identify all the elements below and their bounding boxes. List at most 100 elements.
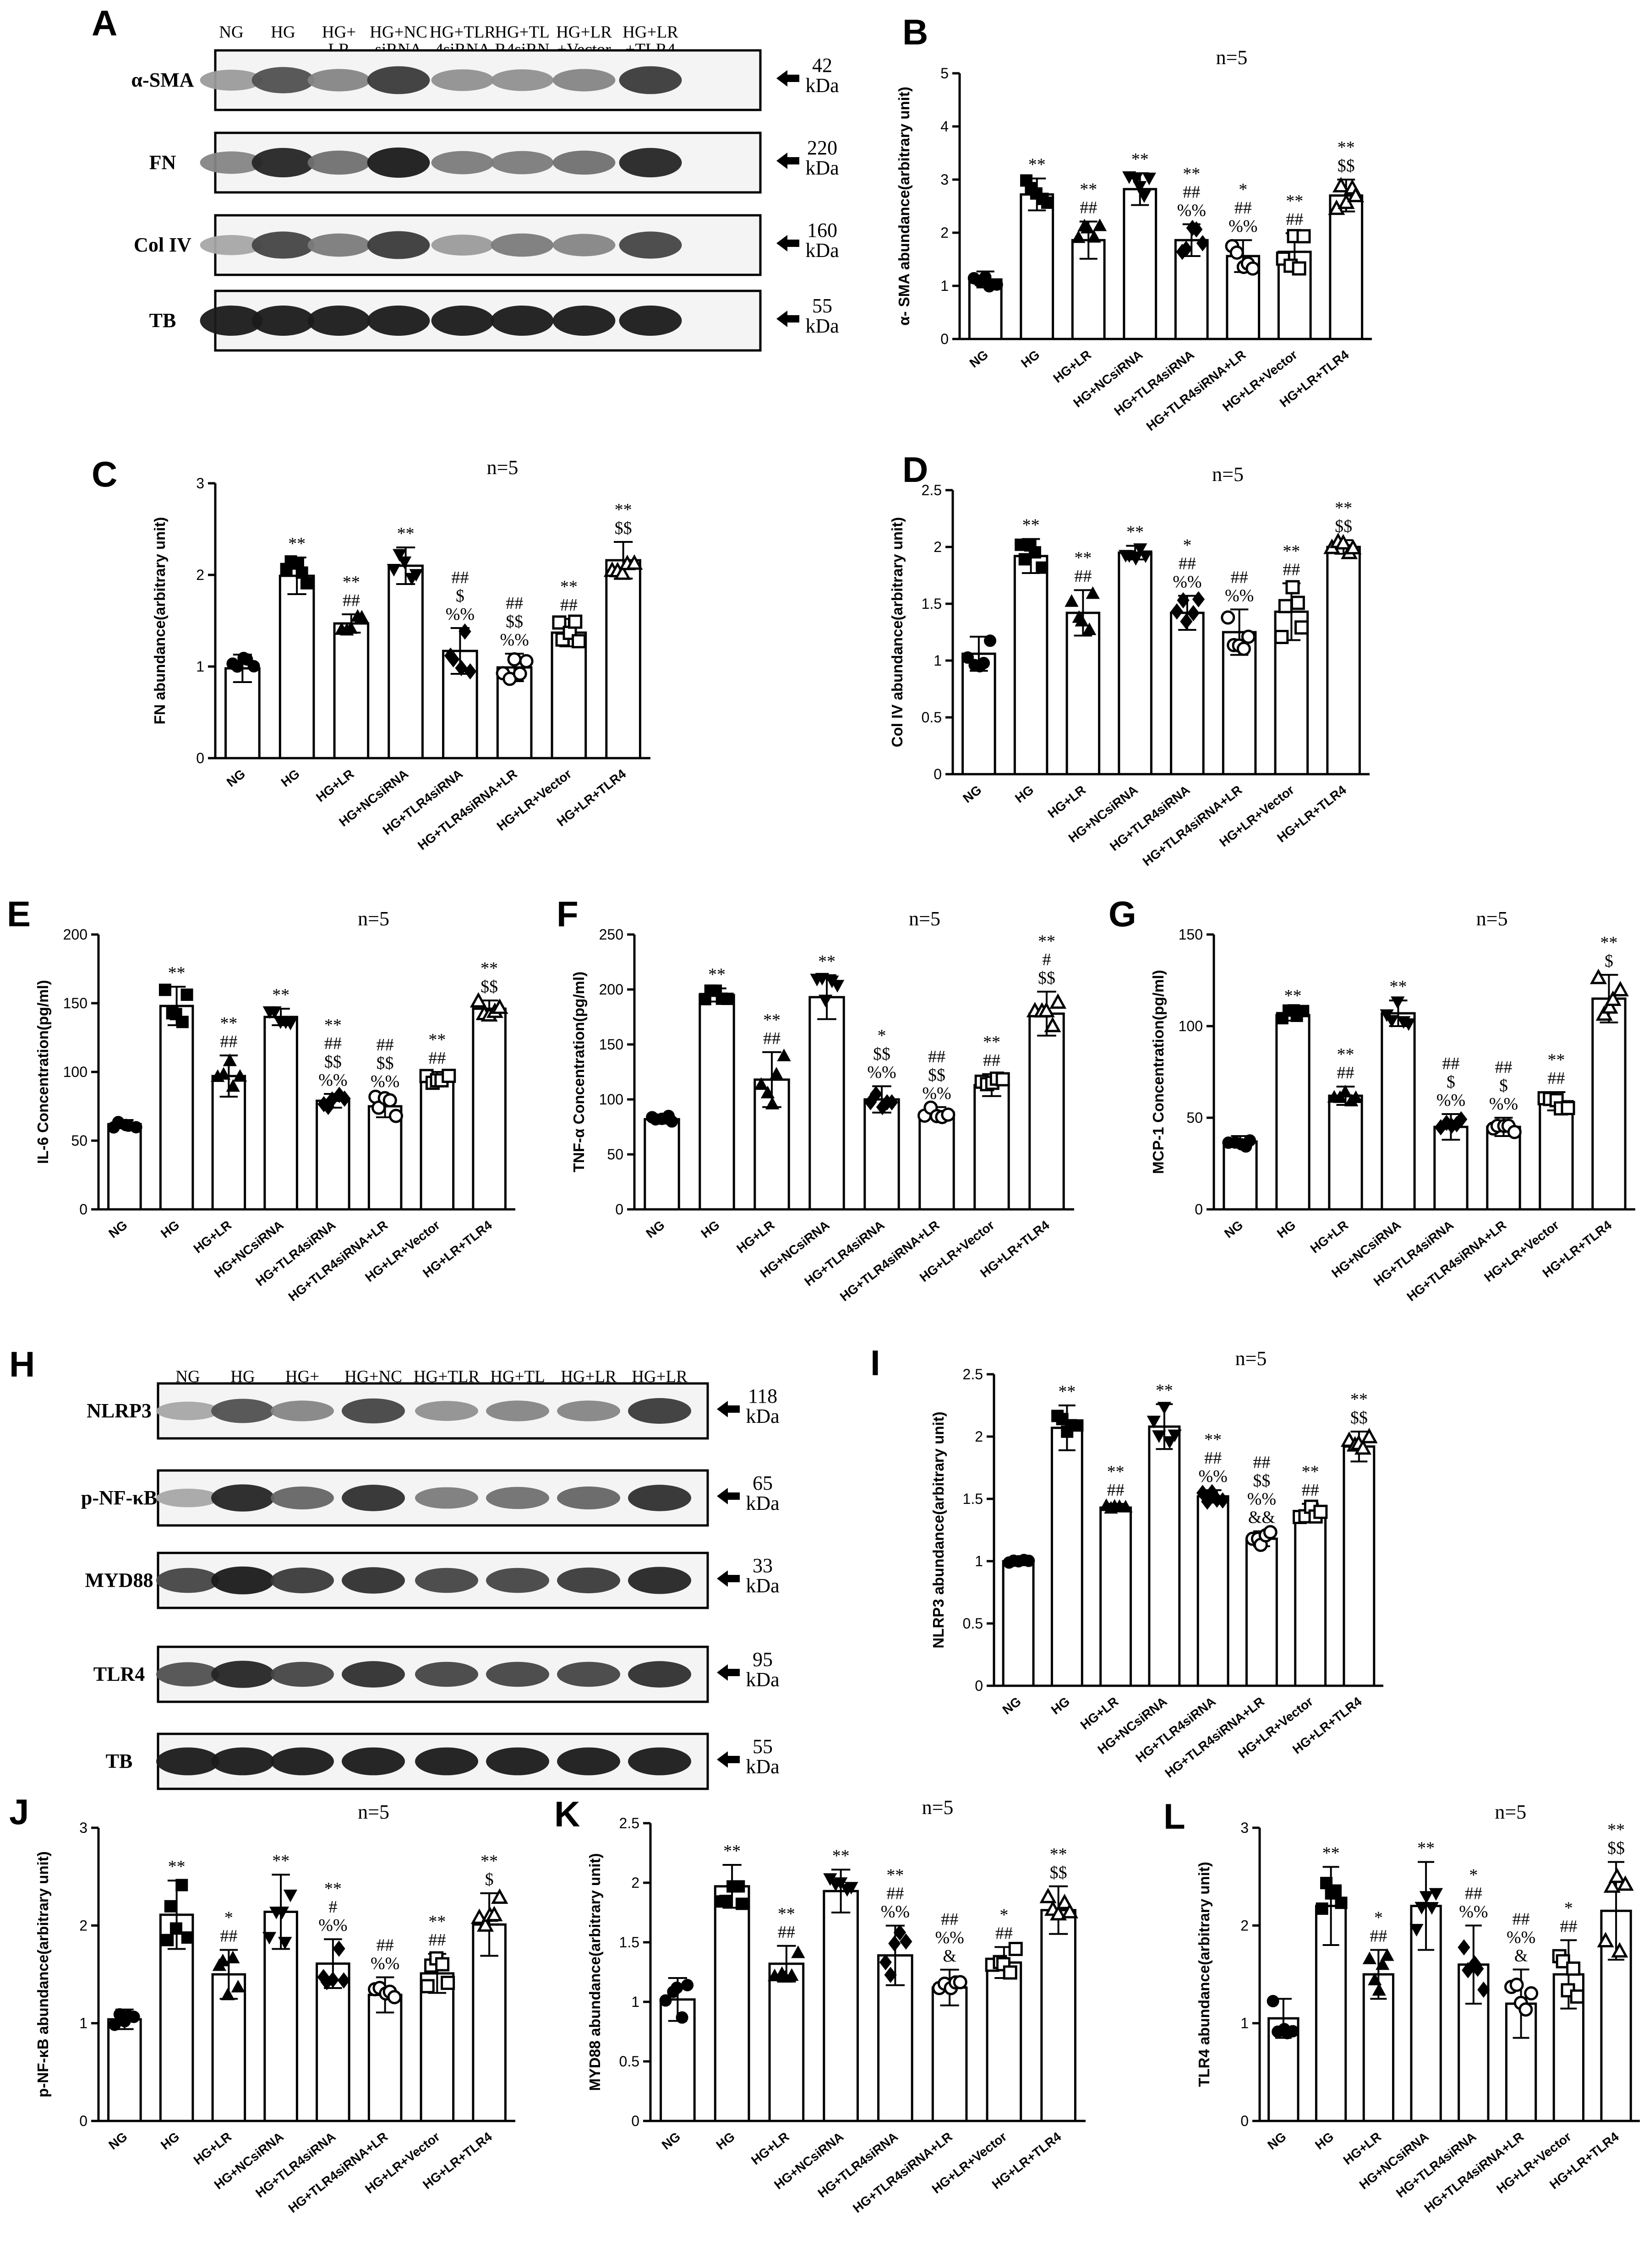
data-point (1338, 1084, 1352, 1098)
blot-band (628, 1747, 691, 1776)
blot-band (415, 1747, 478, 1776)
data-point (1524, 1986, 1539, 2000)
y-axis-label: α- SMA abundance(arbitrary unit) (895, 87, 912, 325)
significance-label: ** (168, 1857, 186, 1876)
significance-label: ** ## (1286, 191, 1303, 229)
blot-band (628, 1398, 691, 1424)
data-point (953, 1975, 967, 1989)
y-tick-label: 0.5 (922, 709, 942, 726)
y-tick-label: 0 (615, 1201, 623, 1218)
blot-band (342, 1747, 405, 1776)
significance-label: * ## (1370, 1908, 1387, 1946)
data-point (161, 1934, 174, 1946)
data-point (1119, 1500, 1133, 1513)
y-tick-label: 0.5 (619, 2053, 639, 2070)
arrow-icon (776, 235, 799, 251)
x-tick-label: HG (1012, 782, 1036, 805)
data-point (1471, 1960, 1484, 1977)
data-point (158, 984, 171, 996)
blot-band (431, 235, 494, 256)
bar (808, 996, 845, 1211)
blot-band (431, 69, 494, 91)
data-point (1376, 1957, 1390, 1970)
blot-lane-header: NG (219, 23, 243, 42)
x-tick-label: HG+TLR4siRNA+LR (837, 1218, 942, 1304)
data-point (1296, 229, 1311, 244)
data-point (1278, 599, 1293, 613)
blot-band (486, 1661, 549, 1687)
bar (1040, 1909, 1076, 2122)
y-axis-label: Col IV abundance(arbitrary unit) (889, 517, 906, 747)
data-point (442, 1069, 456, 1083)
y-tick-label: 0 (631, 2113, 639, 2129)
y-tick-label: 2.5 (922, 482, 942, 498)
x-tick-label: NG (1222, 1218, 1245, 1241)
significance-label: ** (832, 1846, 850, 1865)
data-point (455, 660, 468, 677)
significance-label: ** (1284, 986, 1302, 1006)
data-point (765, 1097, 780, 1109)
panel-letter: I (870, 1343, 880, 1383)
significance-label: ** $ (481, 1852, 498, 1889)
x-tick-label: NG (224, 766, 248, 789)
bar (1326, 546, 1361, 776)
data-point (1075, 613, 1089, 627)
y-axis-label: IL-6 Concentration(pg/ml) (34, 980, 51, 1164)
data-point (1168, 1429, 1182, 1443)
y-tick-label: 1 (196, 658, 204, 675)
bar (1328, 1094, 1363, 1211)
data-point (1274, 629, 1289, 644)
significance-label: * $$%% (867, 1026, 896, 1082)
data-point (568, 614, 583, 629)
bar (278, 574, 315, 760)
y-tick-label: 2 (940, 224, 949, 241)
y-axis-label: TNF-α Concentration(pg/ml) (570, 972, 587, 1172)
data-point (1611, 1942, 1628, 1958)
bar (107, 1123, 142, 1211)
data-point (1132, 181, 1147, 194)
blot-band (200, 306, 263, 336)
y-tick-label: 50 (1186, 1109, 1203, 1126)
data-point (231, 1979, 245, 1993)
y-tick-label: 2 (934, 539, 942, 555)
y-tick-label: 2 (631, 1875, 639, 1891)
bar (472, 1007, 507, 1211)
data-point (130, 1121, 142, 1134)
data-point (1368, 1973, 1382, 1985)
data-point (884, 1967, 897, 1983)
blot-band (307, 150, 371, 175)
blot-band (251, 148, 315, 178)
x-tick-label: NG (106, 1218, 130, 1241)
y-tick-label: 0 (1240, 2113, 1249, 2129)
data-point (769, 1066, 784, 1080)
data-point (941, 1107, 956, 1122)
data-point (223, 1053, 237, 1066)
data-point (275, 1907, 289, 1919)
data-point (777, 1049, 791, 1061)
y-tick-label: 0 (196, 750, 204, 766)
y-axis-label: MYD88 abundance(arbitrary unit) (586, 1853, 603, 2091)
significance-label: ** (1131, 150, 1149, 169)
data-point (1039, 1887, 1057, 1903)
data-point (893, 1924, 906, 1941)
bar (107, 2018, 142, 2122)
data-point (1372, 1983, 1386, 1996)
data-point (464, 663, 477, 680)
data-point (1192, 591, 1205, 607)
data-point (1402, 1018, 1416, 1031)
data-point (1129, 173, 1143, 186)
chart-panel-b: B 0 1 2 3 4 5 α- SMA abundance(arbitrary unit) n… (895, 12, 1372, 434)
significance-label: ** (818, 952, 835, 971)
significance-label: ** (168, 963, 186, 983)
data-point (1028, 546, 1041, 559)
y-tick-label: 3 (79, 1820, 87, 1836)
blot-band (156, 1488, 219, 1508)
significance-label: ** ## (428, 1030, 446, 1068)
blot-band (431, 306, 494, 336)
molecular-weight-label: 160 kDa (805, 219, 839, 262)
bar (863, 1098, 900, 1211)
x-tick-label: HG (1274, 1218, 1298, 1241)
data-point (216, 1067, 231, 1080)
bar (333, 622, 370, 760)
significance-label: ** $ (1600, 933, 1618, 971)
